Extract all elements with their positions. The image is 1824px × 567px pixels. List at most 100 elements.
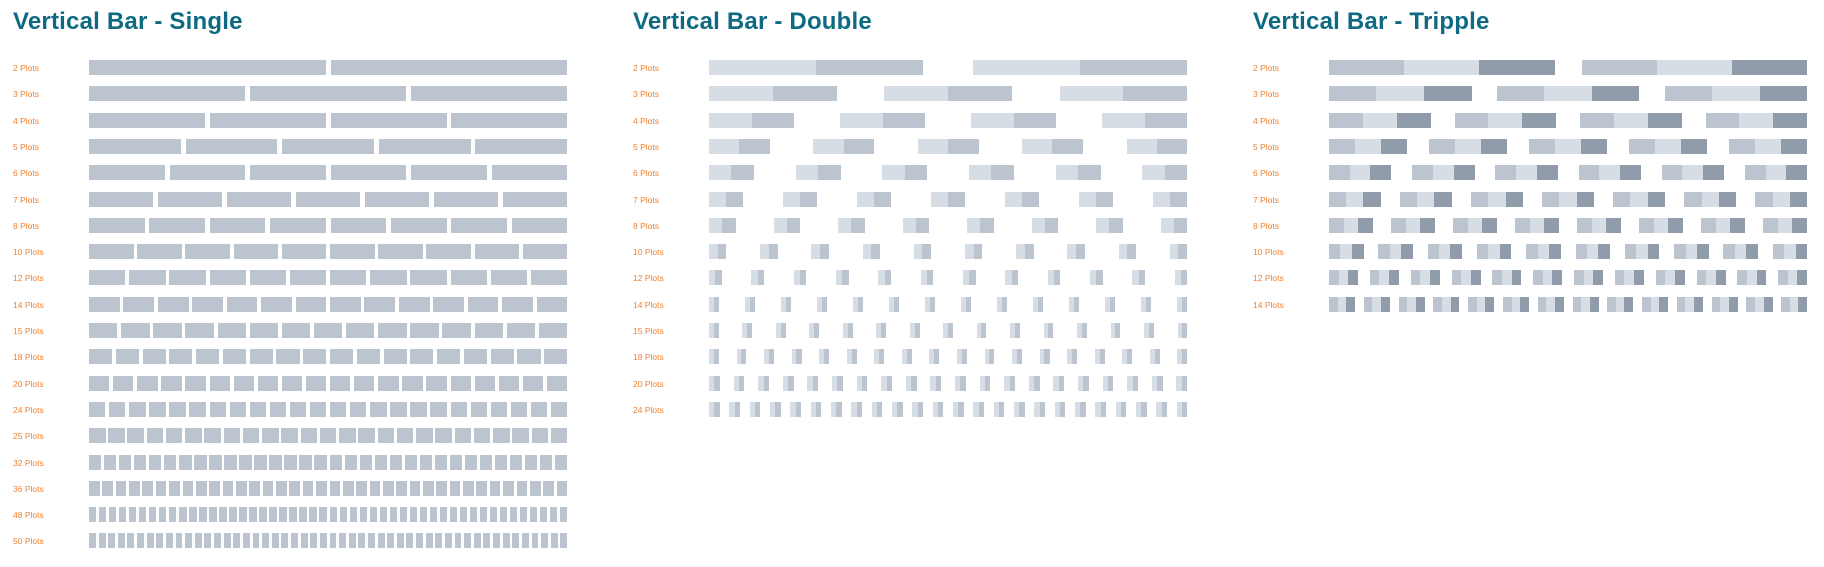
plot-bar-segment — [344, 454, 357, 470]
plot-bar-segment — [1537, 244, 1550, 260]
plot-bar-segment — [550, 401, 568, 417]
plot-bar-segment — [780, 323, 786, 338]
plot-bar-segment — [1182, 349, 1188, 365]
plot-bar-segment — [490, 349, 514, 365]
plot-bar-segment — [984, 375, 991, 391]
plot-bar-segment — [809, 323, 815, 338]
plot-bar-segment — [389, 507, 397, 523]
plot-bar-segment — [209, 112, 326, 128]
plot-bar-segment — [915, 217, 930, 233]
plot-bar-segment — [1160, 217, 1175, 233]
plot-bar-segment — [1542, 191, 1560, 207]
plot-bar-segment — [876, 323, 882, 338]
plot-bar-segment — [793, 270, 801, 286]
plot-row: 32 Plots — [13, 454, 568, 470]
plot-bar-segment — [454, 533, 462, 549]
plot-bar-segment — [329, 533, 337, 549]
plot-bar-segment — [1526, 244, 1538, 260]
plot-bar-segment — [235, 480, 247, 496]
plot-bar-segment — [1453, 217, 1468, 233]
plot-bar-segment — [1720, 296, 1730, 312]
plot-bar-segment — [856, 375, 863, 391]
plot-bar-segment — [948, 323, 954, 338]
plot-bar-segment — [1777, 217, 1793, 233]
plot-bar-segment — [709, 401, 715, 417]
plot-count-label: 5 Plots — [1253, 141, 1279, 152]
plot-bar-segment — [857, 191, 875, 207]
plot-bar-segment — [539, 454, 553, 470]
plot-bar-segment — [1363, 191, 1381, 207]
plot-bar-segment — [1533, 270, 1544, 286]
plot-bar-segment — [1161, 401, 1167, 417]
plot-bar-segment — [1031, 217, 1046, 233]
plot-bar-segment — [89, 349, 113, 365]
plot-bar-segment — [881, 375, 887, 391]
plot-bar-segment — [1520, 296, 1529, 312]
plot-bar-segment — [502, 296, 533, 312]
plot-bar-segment — [1177, 349, 1183, 365]
plot-bar-segment — [129, 480, 140, 496]
plot-bar-segment — [1583, 270, 1594, 286]
plot-bar-segment — [714, 401, 720, 417]
plot-bar-segment — [185, 428, 202, 444]
plot-bar-segment — [1705, 112, 1740, 128]
plot-bar-segment — [489, 507, 498, 523]
plot-bar-segment — [330, 349, 354, 365]
plot-bar-segment — [411, 86, 568, 102]
plot-bar-segment — [1712, 86, 1760, 102]
plot-bar-segment — [1067, 349, 1073, 365]
plot-count-label: 14 Plots — [13, 299, 44, 310]
plot-bar-segment — [1668, 217, 1684, 233]
plot-count-label: 10 Plots — [1253, 247, 1284, 258]
plot-bar-segment — [195, 480, 207, 496]
plot-bar-segment — [1148, 323, 1154, 338]
bar-track — [89, 375, 568, 391]
plot-bar-segment — [289, 507, 297, 523]
plot-bar-segment — [846, 349, 852, 365]
plot-bar-segment — [1123, 86, 1188, 102]
plot-bar-segment — [965, 244, 974, 260]
plot-bar-segment — [426, 244, 471, 260]
bar-track — [709, 191, 1188, 207]
plot-bar-segment — [1014, 401, 1020, 417]
bar-track — [89, 454, 568, 470]
plot-bar-segment — [410, 270, 447, 286]
plot-bar-segment — [127, 428, 144, 444]
plot-row: 5 Plots — [1253, 138, 1808, 154]
plot-bar-segment — [853, 296, 859, 312]
plot-bar-segment — [1096, 191, 1114, 207]
plot-bar-segment — [1400, 191, 1418, 207]
plot-count-label: 6 Plots — [633, 168, 659, 179]
plot-bar-segment — [1429, 270, 1440, 286]
plot-bar-segment — [1094, 349, 1100, 365]
plot-bar-segment — [1118, 244, 1128, 260]
plot-bar-segment — [1404, 60, 1480, 75]
plot-count-label: 2 Plots — [633, 63, 659, 73]
plot-count-label: 4 Plots — [633, 115, 659, 126]
plot-bar-segment — [1522, 112, 1557, 128]
plot-bar-segment — [1599, 165, 1621, 181]
plot-bar-segment — [791, 349, 797, 365]
plot-bar-segment — [714, 375, 720, 391]
plot-bar-segment — [726, 191, 744, 207]
plot-row: 8 Plots — [13, 217, 568, 233]
plot-bar-segment — [449, 480, 461, 496]
plot-bar-segment — [1019, 401, 1025, 417]
plot-bar-segment — [1665, 270, 1676, 286]
plot-bar-segment — [1614, 270, 1625, 286]
plot-bar-segment — [185, 323, 214, 338]
plot-bar-segment — [1451, 270, 1462, 286]
plot-bar-segment — [281, 428, 298, 444]
plot-bar-segment — [882, 112, 926, 128]
plot-row: 8 Plots — [1253, 217, 1808, 233]
plot-bar-segment — [1544, 86, 1592, 102]
plot-bar-segment — [1765, 165, 1787, 181]
plot-bar-segment — [1180, 270, 1188, 286]
plot-bar-segment — [847, 323, 853, 338]
plot-bar-segment — [929, 349, 935, 365]
plot-count-label: 8 Plots — [1253, 220, 1279, 231]
plot-bar-segment — [364, 296, 396, 312]
plot-bar-segment — [451, 112, 568, 128]
plot-bar-segment — [851, 401, 857, 417]
plot-bar-segment — [281, 375, 303, 391]
